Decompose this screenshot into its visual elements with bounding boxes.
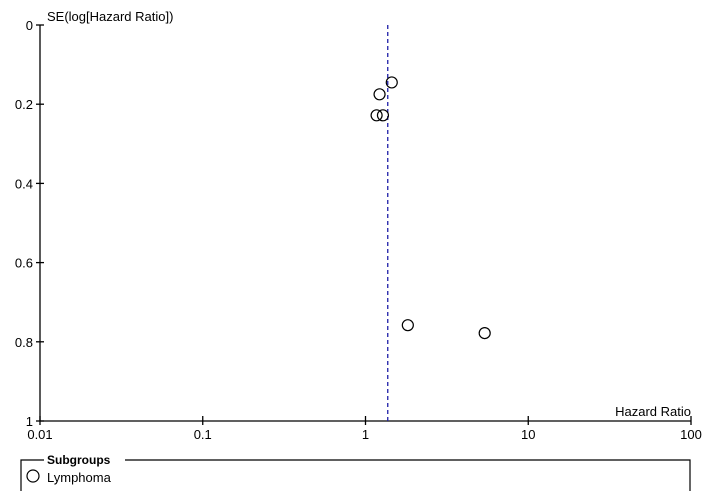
legend-frame — [20, 459, 691, 491]
legend-marker — [26, 469, 40, 483]
x-axis-title: Hazard Ratio — [615, 404, 691, 419]
y-tick-label: 0.6 — [15, 256, 33, 271]
data-points — [370, 76, 491, 340]
data-point — [478, 326, 491, 340]
legend-title: Subgroups — [47, 453, 111, 467]
x-tick-label: 10 — [521, 427, 535, 442]
data-point — [376, 109, 390, 122]
legend-label: Lymphoma — [47, 470, 112, 485]
y-tick-label: 1 — [26, 414, 33, 429]
data-point — [373, 88, 386, 101]
x-tick-label: 1 — [362, 427, 369, 442]
y-tick-label: 0.2 — [15, 97, 33, 112]
x-tick-label: 100 — [680, 427, 702, 442]
y-tick-label: 0 — [26, 18, 33, 33]
legend: Subgroups Lymphoma — [20, 453, 691, 491]
y-tick-label: 0.8 — [15, 335, 33, 350]
axes: 00.20.40.60.810.01 0.1 1 10 100 — [15, 18, 702, 442]
x-tick-label: 0.01 — [27, 427, 52, 442]
y-tick-label: 0.4 — [15, 176, 33, 191]
data-point — [370, 109, 383, 122]
data-point — [401, 319, 414, 332]
data-point — [385, 76, 398, 89]
x-tick-label: 0.1 — [194, 427, 212, 442]
y-axis-title: SE(log[Hazard Ratio]) — [47, 9, 173, 24]
